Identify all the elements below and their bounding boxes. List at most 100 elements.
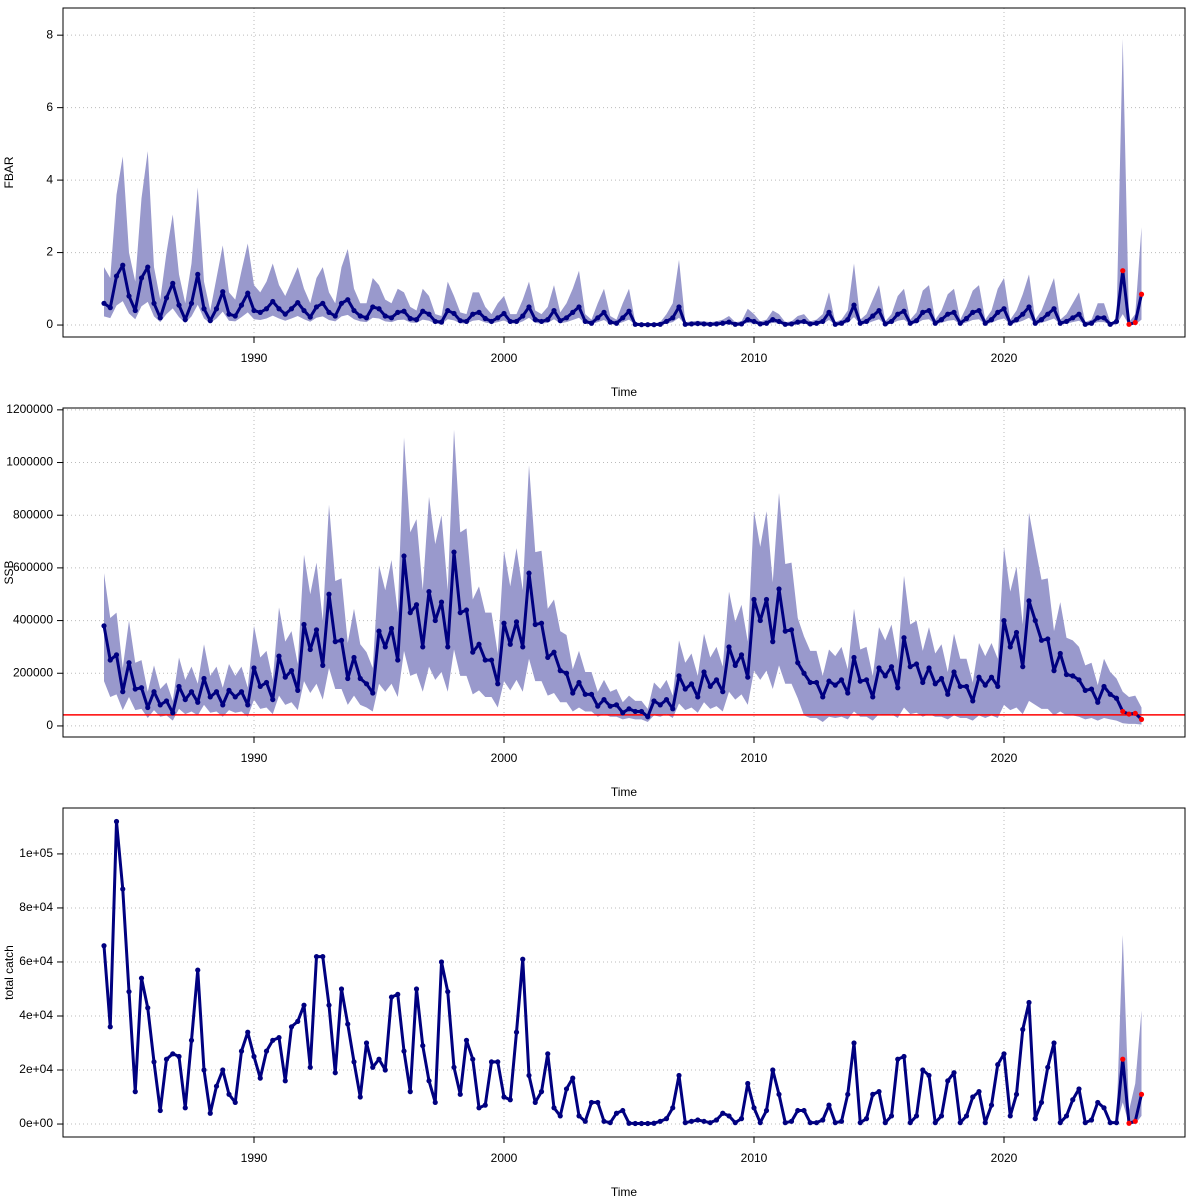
data-point	[488, 657, 495, 663]
data-point	[313, 627, 320, 633]
data-point	[520, 313, 526, 319]
data-point	[1032, 320, 1038, 326]
data-point	[813, 320, 820, 326]
y-tick-label: 4	[46, 172, 53, 186]
data-point	[795, 1107, 801, 1114]
data-point	[838, 320, 845, 326]
data-point	[201, 675, 207, 682]
data-point	[195, 699, 201, 705]
data-point	[970, 309, 976, 315]
data-point	[495, 315, 501, 321]
data-point	[613, 702, 620, 708]
data-point	[713, 677, 720, 683]
data-point	[738, 652, 745, 658]
data-point	[551, 307, 557, 314]
data-point	[832, 682, 838, 688]
data-point	[438, 319, 445, 325]
data-point	[1045, 636, 1051, 642]
data-point	[901, 635, 907, 641]
data-point	[807, 1120, 813, 1126]
data-point	[732, 662, 738, 668]
data-point	[926, 665, 932, 671]
data-point	[376, 628, 382, 634]
data-point	[226, 311, 232, 317]
data-point	[1101, 683, 1107, 690]
data-point	[632, 321, 638, 327]
data-point	[688, 681, 695, 687]
data-point	[470, 1056, 476, 1062]
data-point	[995, 1062, 1001, 1068]
data-point	[601, 696, 607, 703]
data-point	[907, 664, 913, 670]
y-tick-label: 4e+04	[19, 1008, 53, 1022]
data-point	[620, 1107, 626, 1114]
data-point	[313, 304, 320, 310]
data-point	[1063, 318, 1070, 325]
data-point	[826, 1102, 832, 1108]
data-point	[801, 670, 807, 676]
data-point	[476, 309, 482, 315]
data-point	[332, 639, 338, 645]
data-point	[413, 317, 420, 323]
data-point	[170, 710, 176, 716]
data-point	[420, 644, 426, 650]
data-point	[295, 299, 301, 306]
data-point	[1107, 1120, 1113, 1126]
data-point	[913, 318, 920, 324]
data-point	[513, 1029, 520, 1035]
data-point	[576, 679, 582, 686]
y-tick-label: 2e+04	[19, 1062, 53, 1076]
data-point	[126, 293, 132, 299]
y-tick-label: 800000	[13, 507, 53, 521]
data-point	[220, 702, 226, 708]
data-point	[113, 652, 120, 658]
data-point	[920, 1067, 926, 1073]
data-point	[157, 702, 163, 708]
data-point	[1070, 315, 1076, 321]
plot-frame	[62, 807, 1186, 1138]
data-point	[220, 289, 226, 295]
data-point	[670, 1105, 676, 1111]
data-point	[101, 623, 107, 629]
data-point	[913, 661, 920, 667]
data-point	[607, 1120, 613, 1126]
x-tick-label: 2010	[741, 751, 768, 765]
data-point	[145, 264, 151, 270]
data-point	[1001, 306, 1007, 312]
data-point	[1057, 650, 1063, 657]
data-point	[1063, 671, 1070, 678]
data-point	[632, 1120, 638, 1127]
data-point	[1045, 1064, 1051, 1070]
data-point	[738, 1116, 745, 1122]
data-point	[576, 304, 582, 310]
data-point	[376, 306, 382, 312]
data-point	[776, 586, 782, 592]
data-point	[451, 549, 457, 555]
data-point	[713, 1117, 720, 1123]
data-point	[351, 654, 357, 661]
data-point	[782, 1120, 788, 1126]
data-point	[470, 311, 476, 317]
data-point	[963, 315, 970, 322]
data-point	[476, 641, 482, 647]
data-point	[251, 665, 257, 671]
data-point	[563, 670, 570, 676]
data-point	[1120, 1056, 1126, 1062]
data-point	[1020, 311, 1026, 317]
data-point	[576, 1113, 582, 1119]
data-point	[557, 1113, 563, 1119]
data-point	[1082, 321, 1088, 327]
data-point	[807, 679, 813, 686]
data-point	[170, 280, 176, 286]
data-point	[870, 694, 876, 700]
data-point	[920, 309, 926, 315]
data-point	[357, 1094, 363, 1100]
x-tick-label: 2020	[991, 751, 1018, 765]
x-tick-label: 1990	[241, 351, 268, 365]
data-point	[732, 321, 738, 327]
data-point	[876, 665, 882, 671]
data-point	[863, 318, 870, 325]
data-point	[982, 1120, 988, 1126]
data-point	[470, 649, 476, 655]
data-point	[1020, 1026, 1026, 1033]
